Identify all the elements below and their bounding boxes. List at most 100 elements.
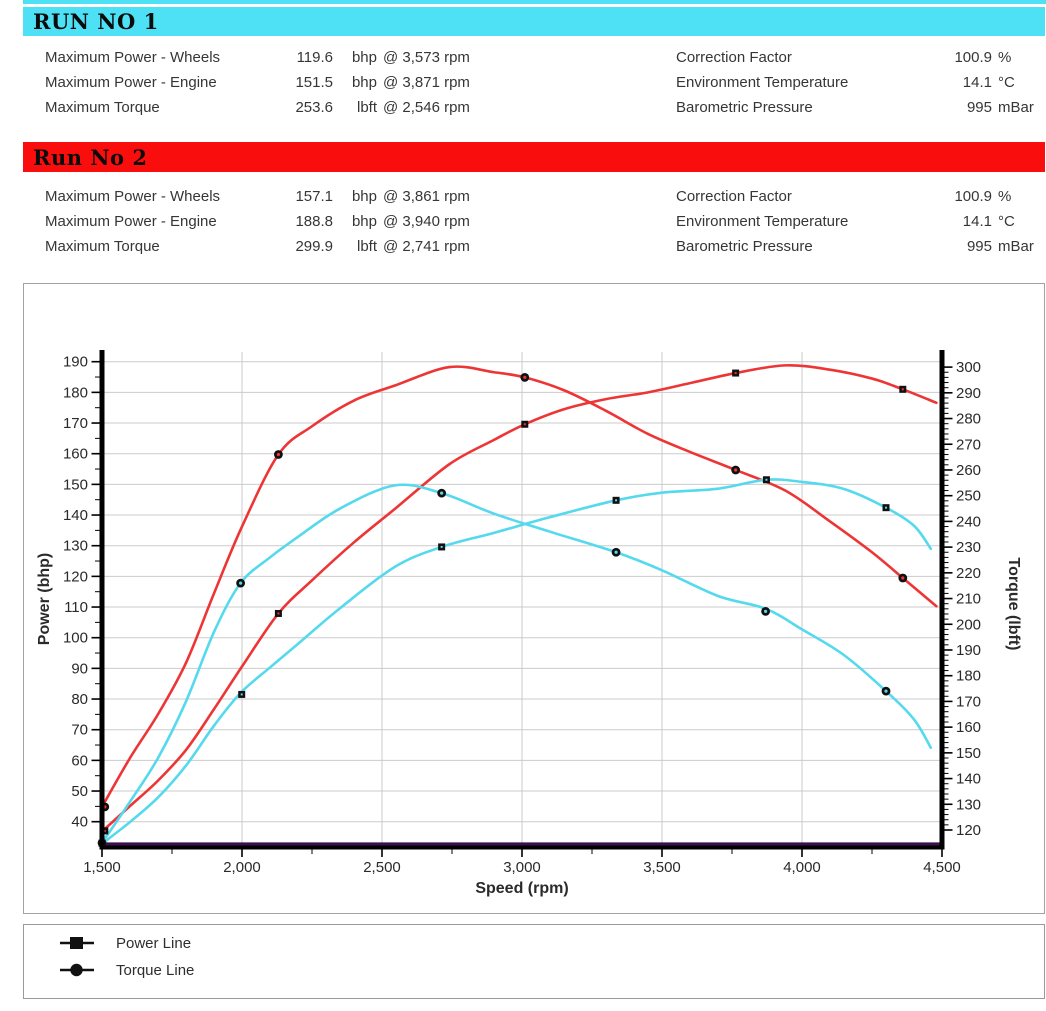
svg-text:120: 120 <box>63 568 88 585</box>
env-unit: % <box>998 188 1012 205</box>
stat-unit: bhp <box>351 74 377 91</box>
stat-value: 119.6 <box>296 49 333 66</box>
svg-text:240: 240 <box>956 513 981 530</box>
run1-environment: Correction Factor 100.9 % Environment Te… <box>676 45 1034 120</box>
stat-unit: lbft <box>356 99 377 116</box>
svg-text:190: 190 <box>956 642 981 659</box>
env-label: Environment Temperature <box>676 213 849 230</box>
stat-unit: bhp <box>351 188 377 205</box>
env-label: Barometric Pressure <box>676 238 813 255</box>
env-label: Environment Temperature <box>676 74 849 91</box>
chart-legend: Power Line Torque Line <box>23 924 1045 999</box>
stat-value: 157.1 <box>295 188 333 205</box>
svg-text:170: 170 <box>956 693 981 710</box>
stat-unit: bhp <box>351 49 377 66</box>
torque-line-circle-icon <box>60 963 94 977</box>
env-value: 14.1 <box>962 74 992 91</box>
run2-title: Run No 2 <box>33 144 148 170</box>
svg-text:260: 260 <box>956 462 981 479</box>
env-value: 100.9 <box>954 188 992 205</box>
svg-text:70: 70 <box>71 722 88 739</box>
env-label: Correction Factor <box>676 49 792 66</box>
stat-value: 299.9 <box>295 238 333 255</box>
svg-text:270: 270 <box>956 436 981 453</box>
env-unit: mBar <box>998 99 1034 116</box>
y-axis-title-torque: Torque (lbft) <box>1005 557 1022 650</box>
svg-text:3,500: 3,500 <box>643 859 681 876</box>
svg-text:110: 110 <box>64 599 88 616</box>
run2-torque-line <box>100 365 938 809</box>
svg-text:160: 160 <box>956 719 981 736</box>
power-line-square-icon <box>60 937 94 949</box>
env-value: 995 <box>966 238 992 255</box>
run1-power-line <box>100 478 933 846</box>
run2-header: Run No 2 <box>23 142 1045 172</box>
run1-header-strip <box>23 0 1046 4</box>
stat-unit: bhp <box>351 213 377 230</box>
legend-label: Torque Line <box>116 961 195 979</box>
svg-text:2,500: 2,500 <box>363 859 401 876</box>
stat-value: 151.5 <box>295 74 333 91</box>
legend-label: Power Line <box>116 934 192 952</box>
stat-label: Maximum Power - Wheels <box>45 49 221 66</box>
stat-value: 188.8 <box>295 213 333 230</box>
svg-text:200: 200 <box>956 616 981 633</box>
svg-text:280: 280 <box>956 411 981 428</box>
svg-text:120: 120 <box>956 822 981 839</box>
legend-item-power: Power Line <box>60 934 192 952</box>
svg-text:40: 40 <box>71 814 88 831</box>
svg-text:50: 50 <box>71 783 88 800</box>
env-label: Barometric Pressure <box>676 99 813 116</box>
run1-stats: Maximum Power - Wheels 119.6 bhp @ 3,573… <box>45 45 645 120</box>
env-unit: mBar <box>998 238 1034 255</box>
svg-text:1,500: 1,500 <box>83 859 121 876</box>
env-value: 14.1 <box>962 213 992 230</box>
stat-label: Maximum Power - Engine <box>45 213 217 230</box>
y-axis-power: 40 50 60 70 80 90 100 110 120 130 140 150 160 170 180 1… <box>63 354 100 831</box>
axes <box>99 350 945 850</box>
svg-text:160: 160 <box>63 446 88 463</box>
svg-text:300: 300 <box>956 359 981 376</box>
stat-at-rpm: @ 2,546 rpm <box>383 99 470 116</box>
run2-torque-markers <box>100 372 908 812</box>
svg-text:150: 150 <box>956 745 981 762</box>
stat-at-rpm: @ 2,741 rpm <box>383 238 470 255</box>
svg-text:80: 80 <box>71 691 88 708</box>
env-unit: °C <box>998 213 1015 230</box>
dyno-chart-box: 40 50 60 70 80 90 100 110 120 130 140 150 160 170 180 1… <box>23 283 1045 914</box>
run2-environment: Correction Factor 100.9 % Environment Te… <box>676 184 1034 259</box>
stat-label: Maximum Torque <box>45 238 160 255</box>
svg-text:90: 90 <box>71 660 88 677</box>
svg-text:130: 130 <box>956 796 981 813</box>
stat-label: Maximum Torque <box>45 99 160 116</box>
svg-text:210: 210 <box>956 591 981 608</box>
run1-torque-line <box>100 483 933 845</box>
svg-text:230: 230 <box>956 539 981 556</box>
stat-at-rpm: @ 3,871 rpm <box>383 74 470 91</box>
y-axis-title-power: Power (bhp) <box>36 553 53 645</box>
svg-text:190: 190 <box>63 354 88 371</box>
env-unit: % <box>998 49 1012 66</box>
svg-text:4,000: 4,000 <box>783 859 821 876</box>
x-axis-title: Speed (rpm) <box>475 880 568 897</box>
svg-text:150: 150 <box>63 476 88 493</box>
svg-text:180: 180 <box>956 668 981 685</box>
env-label: Correction Factor <box>676 188 792 205</box>
env-unit: °C <box>998 74 1015 91</box>
stat-value: 253.6 <box>295 99 333 116</box>
dyno-chart: 4050607080901001101201301401501601701801… <box>36 350 1022 897</box>
env-value: 995 <box>966 99 992 116</box>
y-axis-torque: 120 130 140 150 160 170 180 190 200 210 220 230 240 2… <box>944 359 981 839</box>
svg-text:2,000: 2,000 <box>223 859 261 876</box>
svg-text:3,000: 3,000 <box>503 859 541 876</box>
stat-label: Maximum Power - Engine <box>45 74 217 91</box>
run2-stats: Maximum Power - Wheels 157.1 bhp @ 3,861… <box>45 184 645 259</box>
run2-power-line <box>100 364 938 833</box>
svg-text:130: 130 <box>63 538 88 555</box>
x-axis: 1,500 2,000 2,500 3,000 3,500 4,000 4,500 <box>83 849 961 876</box>
stat-at-rpm: @ 3,573 rpm <box>383 49 470 66</box>
env-value: 100.9 <box>954 49 992 66</box>
run1-title: RUN NO 1 <box>33 9 159 34</box>
svg-text:140: 140 <box>956 771 981 788</box>
